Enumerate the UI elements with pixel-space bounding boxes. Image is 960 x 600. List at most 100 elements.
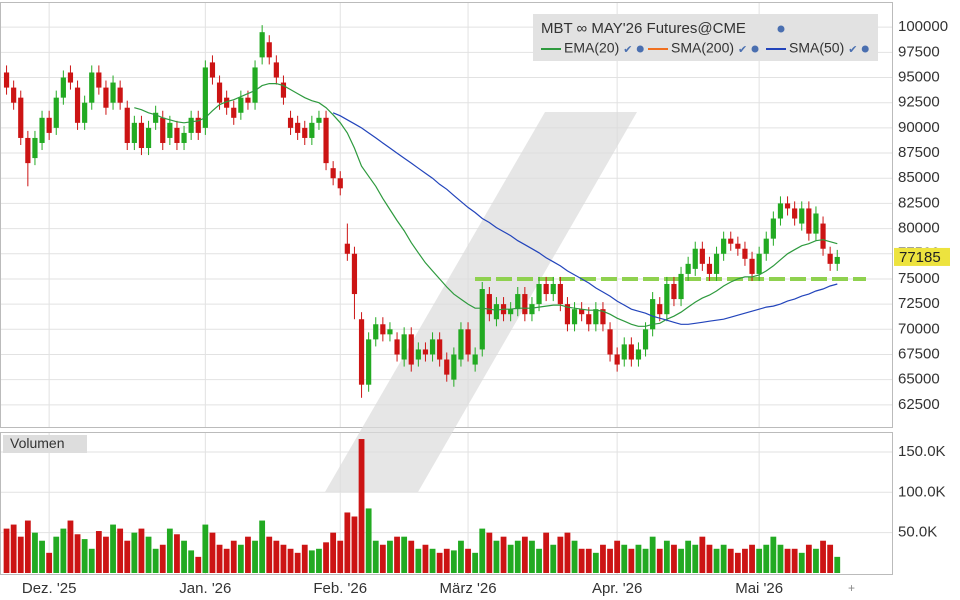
volume-bar: [720, 544, 727, 573]
candle-body: [635, 349, 642, 360]
volume-bar: [280, 544, 287, 573]
candle-body: [529, 304, 535, 315]
volume-bar: [656, 548, 663, 573]
candle-body: [39, 117, 45, 143]
candle-body: [3, 72, 10, 88]
volume-bar: [791, 548, 798, 573]
volume-bar: [330, 532, 337, 573]
volume-bar: [479, 528, 486, 573]
last-price-label: 77185: [899, 249, 941, 266]
candle-body: [145, 127, 152, 149]
volume-bar: [585, 548, 592, 573]
volume-bar: [401, 536, 408, 573]
candle-body: [153, 112, 159, 123]
candle-body: [117, 87, 123, 103]
candle-body: [89, 72, 95, 103]
y-tick-label: 70000: [898, 320, 940, 337]
candle-body: [664, 283, 670, 315]
volume-bar: [521, 536, 528, 573]
candle-body: [160, 117, 166, 143]
legend-check: ✔: [848, 44, 857, 56]
volume-bar: [692, 544, 699, 573]
volume-tick-label: 150.0K: [898, 443, 946, 460]
volume-bar: [685, 540, 692, 573]
y-tick-label: 85000: [898, 169, 940, 186]
candle-body: [486, 294, 492, 315]
indicator-line: [134, 83, 838, 327]
legend-box: [533, 14, 878, 61]
volume-bar: [649, 536, 656, 573]
volume-bar: [756, 548, 763, 573]
volume-bar: [88, 548, 95, 573]
candle-body: [444, 359, 450, 375]
volume-bar: [571, 540, 578, 573]
volume-bar: [486, 532, 493, 573]
volume-bar: [252, 540, 258, 573]
volume-bar: [727, 548, 734, 573]
volume-bar: [798, 552, 805, 573]
candle-body: [60, 77, 66, 98]
volume-bar: [365, 508, 372, 573]
marks-layer: [3, 25, 866, 573]
volume-bar: [53, 536, 60, 573]
candle-body: [394, 339, 400, 355]
expand-icon[interactable]: +: [848, 581, 855, 595]
y-tick-label: 65000: [898, 371, 940, 388]
indicator-line: [332, 112, 838, 325]
volume-bar: [834, 556, 841, 573]
candle-body: [266, 42, 272, 58]
volume-bar: [351, 516, 358, 573]
x-tick-label: Mai '26: [735, 580, 783, 597]
volume-bar: [671, 544, 677, 573]
volume-bar: [699, 536, 706, 573]
volume-bar: [202, 524, 209, 573]
volume-bar: [301, 544, 308, 573]
candle-body: [124, 107, 130, 143]
candle-body: [792, 208, 798, 219]
volume-bar: [95, 531, 102, 573]
candle-body: [74, 87, 81, 123]
candle-body: [749, 258, 755, 274]
candle-body: [337, 178, 343, 189]
volume-bar: [138, 528, 145, 573]
volume-bar: [742, 548, 748, 573]
volume-bar: [46, 552, 53, 573]
candle-body: [373, 324, 379, 340]
volume-bar: [749, 544, 755, 573]
candle-body: [437, 339, 443, 360]
x-tick-label: Apr. '26: [592, 580, 642, 597]
volume-bar: [245, 536, 251, 573]
x-tick-label: Dez. '25: [22, 580, 77, 597]
volume-bar: [39, 540, 45, 573]
grid-layer: [1, 3, 892, 574]
candle-body: [564, 304, 571, 325]
candle-body: [742, 248, 748, 259]
volume-bar: [493, 540, 500, 573]
volume-bar: [507, 544, 514, 573]
candle-body: [351, 253, 358, 295]
volume-bar: [74, 534, 81, 573]
candle-body: [834, 256, 840, 264]
volume-bar: [663, 540, 670, 573]
candle-body: [216, 82, 223, 103]
candle-body: [678, 273, 684, 300]
volume-bar: [3, 528, 10, 573]
volume-bar: [678, 548, 684, 573]
candle-body: [209, 62, 216, 78]
volume-bar: [10, 524, 17, 573]
volume-bar: [394, 536, 400, 573]
volume-bar: [536, 548, 542, 573]
candle-body: [131, 122, 137, 143]
candle-body: [493, 304, 500, 320]
candle-body: [18, 97, 24, 138]
y-tick-label: 95000: [898, 68, 940, 85]
volume-bar: [706, 544, 713, 573]
candle-body: [713, 253, 720, 274]
volume-bar: [770, 536, 777, 573]
volume-bar: [763, 544, 770, 573]
volume-bar: [820, 540, 826, 573]
candle-body: [295, 122, 301, 133]
candle-body: [110, 82, 116, 103]
candle-body: [32, 137, 38, 159]
